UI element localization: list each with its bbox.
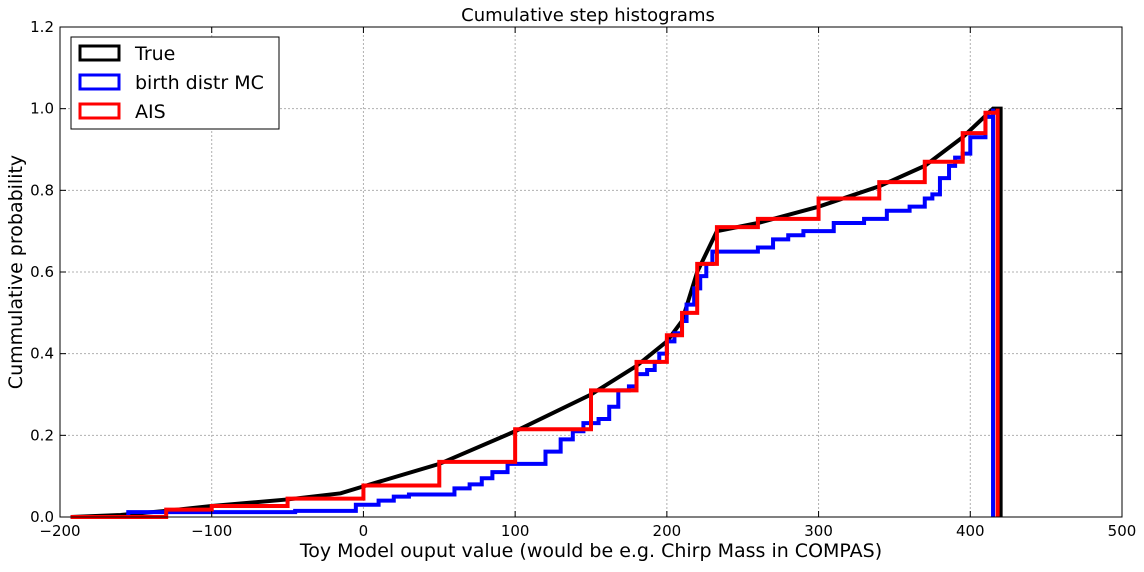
legend-label: AIS — [135, 101, 166, 123]
x-tick-label: 500 — [1108, 522, 1137, 540]
y-tick-label: 0.8 — [30, 181, 54, 199]
x-tick-label: 100 — [501, 522, 530, 540]
y-tick-label: 1.2 — [30, 18, 54, 36]
series-line-0 — [70, 106, 1003, 519]
x-tick-label: 0 — [359, 522, 369, 540]
y-tick-label: 0.6 — [30, 263, 54, 281]
legend: True birth distr MC AIS — [70, 36, 280, 130]
y-tick-label: 0.4 — [30, 345, 54, 363]
x-tick-label: −200 — [39, 522, 80, 540]
series-line-1 — [70, 108, 996, 519]
x-tick-label: −100 — [191, 522, 232, 540]
x-axis-label: Toy Model ouput value (would be e.g. Chi… — [299, 540, 882, 562]
series-lines — [70, 106, 1003, 519]
axis-ticks: −200 −100 0 100 200 300 400 500 0.0 0.2 0.4 0.6 0.8 1… — [30, 18, 1136, 540]
y-tick-label: 0.2 — [30, 426, 54, 444]
legend-swatch — [78, 44, 121, 62]
y-tick-label: 0.0 — [30, 508, 54, 526]
legend-label: birth distr MC — [135, 72, 264, 94]
y-axis-label: Cummulative probability — [5, 155, 27, 389]
x-tick-label: 200 — [653, 522, 682, 540]
series-line-2 — [70, 108, 1000, 519]
legend-swatch — [78, 73, 121, 91]
x-tick-label: 300 — [804, 522, 833, 540]
legend-swatch — [78, 102, 121, 120]
legend-label: True — [134, 43, 175, 65]
chart-title: Cumulative step histograms — [461, 5, 715, 26]
x-tick-label: 400 — [956, 522, 985, 540]
legend-box — [70, 36, 280, 130]
y-tick-label: 1.0 — [30, 100, 54, 118]
